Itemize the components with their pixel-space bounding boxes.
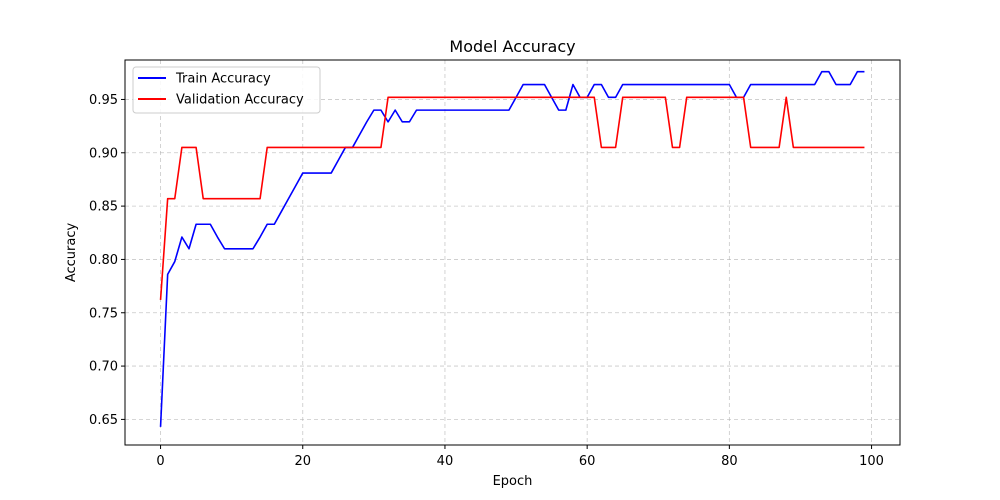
x-tick-label: 40 (437, 454, 454, 469)
y-tick-label: 0.70 (89, 360, 118, 375)
series-lines (159, 70, 865, 427)
plot-frame (124, 59, 901, 446)
x-tick-label: 0 (156, 454, 164, 469)
x-tick-label: 80 (721, 454, 738, 469)
legend-box (132, 66, 321, 114)
y-tick-label: 0.95 (89, 93, 118, 108)
legend-label-validation: Validation Accuracy (176, 93, 304, 108)
y-axis-label: Accuracy (64, 223, 79, 283)
y-tick-label: 0.85 (89, 200, 118, 215)
legend: Train Accuracy Validation Accuracy (132, 66, 321, 114)
y-tick-label: 0.90 (89, 146, 118, 161)
series-line-train-accuracy (159, 70, 865, 427)
chart-title: Model Accuracy (449, 37, 575, 56)
legend-label-train: Train Accuracy (175, 72, 271, 87)
x-tick-label: 60 (579, 454, 596, 469)
x-axis-label: Epoch (493, 474, 533, 489)
x-tick-label: 100 (859, 454, 884, 469)
y-tick-label: 0.75 (89, 306, 118, 321)
series-line-validation-accuracy (159, 96, 865, 301)
axis-ticks: 0 20 40 60 80 100 0.65 0.70 0.75 0.80 0.85 0.90 0.95 (89, 93, 884, 469)
y-tick-label: 0.80 (89, 253, 118, 268)
y-tick-label: 0.65 (89, 413, 118, 428)
x-tick-label: 20 (294, 454, 311, 469)
